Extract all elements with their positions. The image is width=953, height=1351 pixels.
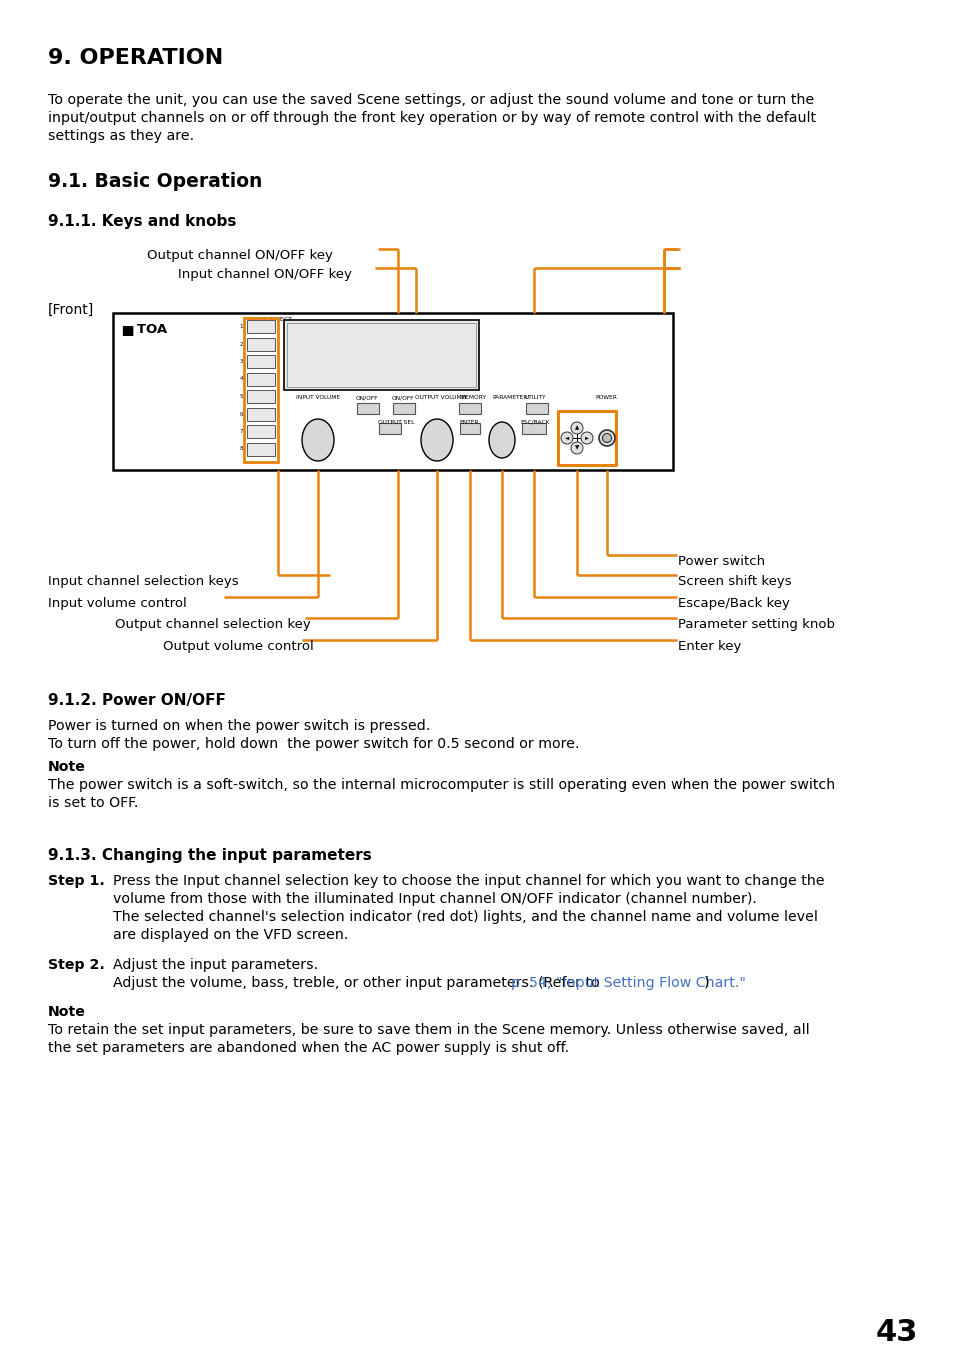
Text: 1: 1 [239, 324, 243, 330]
Text: The power switch is a soft-switch, so the internal microcomputer is still operat: The power switch is a soft-switch, so th… [48, 778, 835, 792]
Bar [247, 390, 274, 403]
Text: POWER: POWER [595, 394, 617, 400]
Ellipse shape [420, 419, 453, 461]
Text: 9.1. Basic Operation: 9.1. Basic Operation [48, 172, 262, 190]
Text: Output volume control: Output volume control [163, 640, 314, 653]
Bar [558, 411, 616, 465]
Text: ▆ TOA: ▆ TOA [122, 323, 167, 336]
Text: INPUT SELECT: INPUT SELECT [248, 317, 292, 322]
Text: Screen shift keys: Screen shift keys [678, 576, 791, 588]
Text: Input volume control: Input volume control [48, 597, 187, 611]
Text: OUTPUT SEL: OUTPUT SEL [377, 420, 414, 426]
Text: 2: 2 [239, 342, 243, 346]
Bar [284, 320, 478, 390]
Text: ►: ► [584, 435, 589, 440]
Bar [247, 320, 274, 332]
Bar [378, 423, 400, 434]
Text: Note: Note [48, 761, 86, 774]
Text: ENTER: ENTER [458, 420, 478, 426]
Text: Output channel selection key: Output channel selection key [115, 617, 311, 631]
Text: ▼: ▼ [575, 446, 578, 450]
Bar [247, 373, 274, 385]
Text: [Front]: [Front] [48, 303, 94, 317]
Text: p. 54, "Input Setting Flow Chart.": p. 54, "Input Setting Flow Chart." [510, 975, 744, 990]
Text: 7: 7 [239, 430, 243, 434]
Text: the set parameters are abandoned when the AC power supply is shut off.: the set parameters are abandoned when th… [48, 1042, 569, 1055]
Text: volume from those with the illuminated Input channel ON/OFF indicator (channel n: volume from those with the illuminated I… [112, 892, 756, 907]
Ellipse shape [598, 430, 615, 446]
Text: 9.1.1. Keys and knobs: 9.1.1. Keys and knobs [48, 213, 236, 230]
Text: UTILITY: UTILITY [524, 394, 546, 400]
Text: Press the Input channel selection key to choose the input channel for which you : Press the Input channel selection key to… [112, 874, 823, 888]
Text: OUTPUT VOLUME: OUTPUT VOLUME [415, 394, 465, 400]
Bar [247, 355, 274, 367]
Bar [521, 423, 545, 434]
Text: ◄: ◄ [564, 435, 569, 440]
Text: 9.1.2. Power ON/OFF: 9.1.2. Power ON/OFF [48, 693, 226, 708]
Text: 43: 43 [875, 1319, 918, 1347]
Text: 5: 5 [239, 394, 243, 399]
Text: Power is turned on when the power switch is pressed.: Power is turned on when the power switch… [48, 719, 430, 734]
Bar [244, 317, 277, 462]
Text: Power switch: Power switch [678, 555, 764, 567]
Text: To turn off the power, hold down  the power switch for 0.5 second or more.: To turn off the power, hold down the pow… [48, 738, 578, 751]
Text: Input channel selection keys: Input channel selection keys [48, 576, 238, 588]
Text: To operate the unit, you can use the saved Scene settings, or adjust the sound v: To operate the unit, you can use the sav… [48, 93, 814, 107]
Bar [247, 408, 274, 420]
Text: Step 1.: Step 1. [48, 874, 105, 888]
Text: are displayed on the VFD screen.: are displayed on the VFD screen. [112, 928, 348, 942]
Text: Adjust the volume, bass, treble, or other input parameters. (Refer to: Adjust the volume, bass, treble, or othe… [112, 975, 603, 990]
Text: PARAMETER: PARAMETER [492, 394, 527, 400]
Ellipse shape [571, 422, 582, 434]
Text: input/output channels on or off through the front key operation or by way of rem: input/output channels on or off through … [48, 111, 815, 126]
Text: 8: 8 [239, 446, 243, 451]
Text: is set to OFF.: is set to OFF. [48, 796, 138, 811]
Text: Adjust the input parameters.: Adjust the input parameters. [112, 958, 317, 971]
Text: Escape/Back key: Escape/Back key [678, 597, 789, 611]
Text: 4: 4 [239, 377, 243, 381]
Text: ▲: ▲ [575, 426, 578, 431]
Bar [393, 403, 415, 413]
Bar [458, 403, 480, 413]
Ellipse shape [602, 434, 611, 443]
Bar [112, 313, 672, 470]
Text: 9.1.3. Changing the input parameters: 9.1.3. Changing the input parameters [48, 848, 372, 863]
Ellipse shape [580, 432, 593, 444]
Text: Parameter setting knob: Parameter setting knob [678, 617, 834, 631]
Text: ON/OFF: ON/OFF [355, 394, 378, 400]
Text: settings as they are.: settings as they are. [48, 128, 193, 143]
Ellipse shape [489, 422, 515, 458]
Bar [247, 426, 274, 438]
Bar [525, 403, 547, 413]
Text: ESC/BACK: ESC/BACK [519, 420, 549, 426]
Ellipse shape [302, 419, 334, 461]
Text: MEMORY: MEMORY [459, 394, 485, 400]
Text: 3: 3 [239, 359, 243, 363]
Text: 9. OPERATION: 9. OPERATION [48, 49, 223, 68]
Text: INPUT VOLUME: INPUT VOLUME [295, 394, 340, 400]
Text: 6: 6 [239, 412, 243, 416]
Bar [356, 403, 378, 413]
Text: Enter key: Enter key [678, 640, 740, 653]
Bar [247, 338, 274, 350]
Text: ): ) [703, 975, 708, 990]
Ellipse shape [571, 442, 582, 454]
Bar [247, 443, 274, 455]
Text: Step 2.: Step 2. [48, 958, 105, 971]
Text: Input channel ON/OFF key: Input channel ON/OFF key [178, 267, 352, 281]
Text: ON/OFF: ON/OFF [392, 394, 414, 400]
Ellipse shape [560, 432, 573, 444]
Bar [459, 423, 479, 434]
Text: The selected channel's selection indicator (red dot) lights, and the channel nam: The selected channel's selection indicat… [112, 911, 817, 924]
Text: To retain the set input parameters, be sure to save them in the Scene memory. Un: To retain the set input parameters, be s… [48, 1023, 809, 1038]
Bar [287, 323, 476, 386]
Text: Output channel ON/OFF key: Output channel ON/OFF key [147, 249, 333, 262]
Text: Note: Note [48, 1005, 86, 1019]
